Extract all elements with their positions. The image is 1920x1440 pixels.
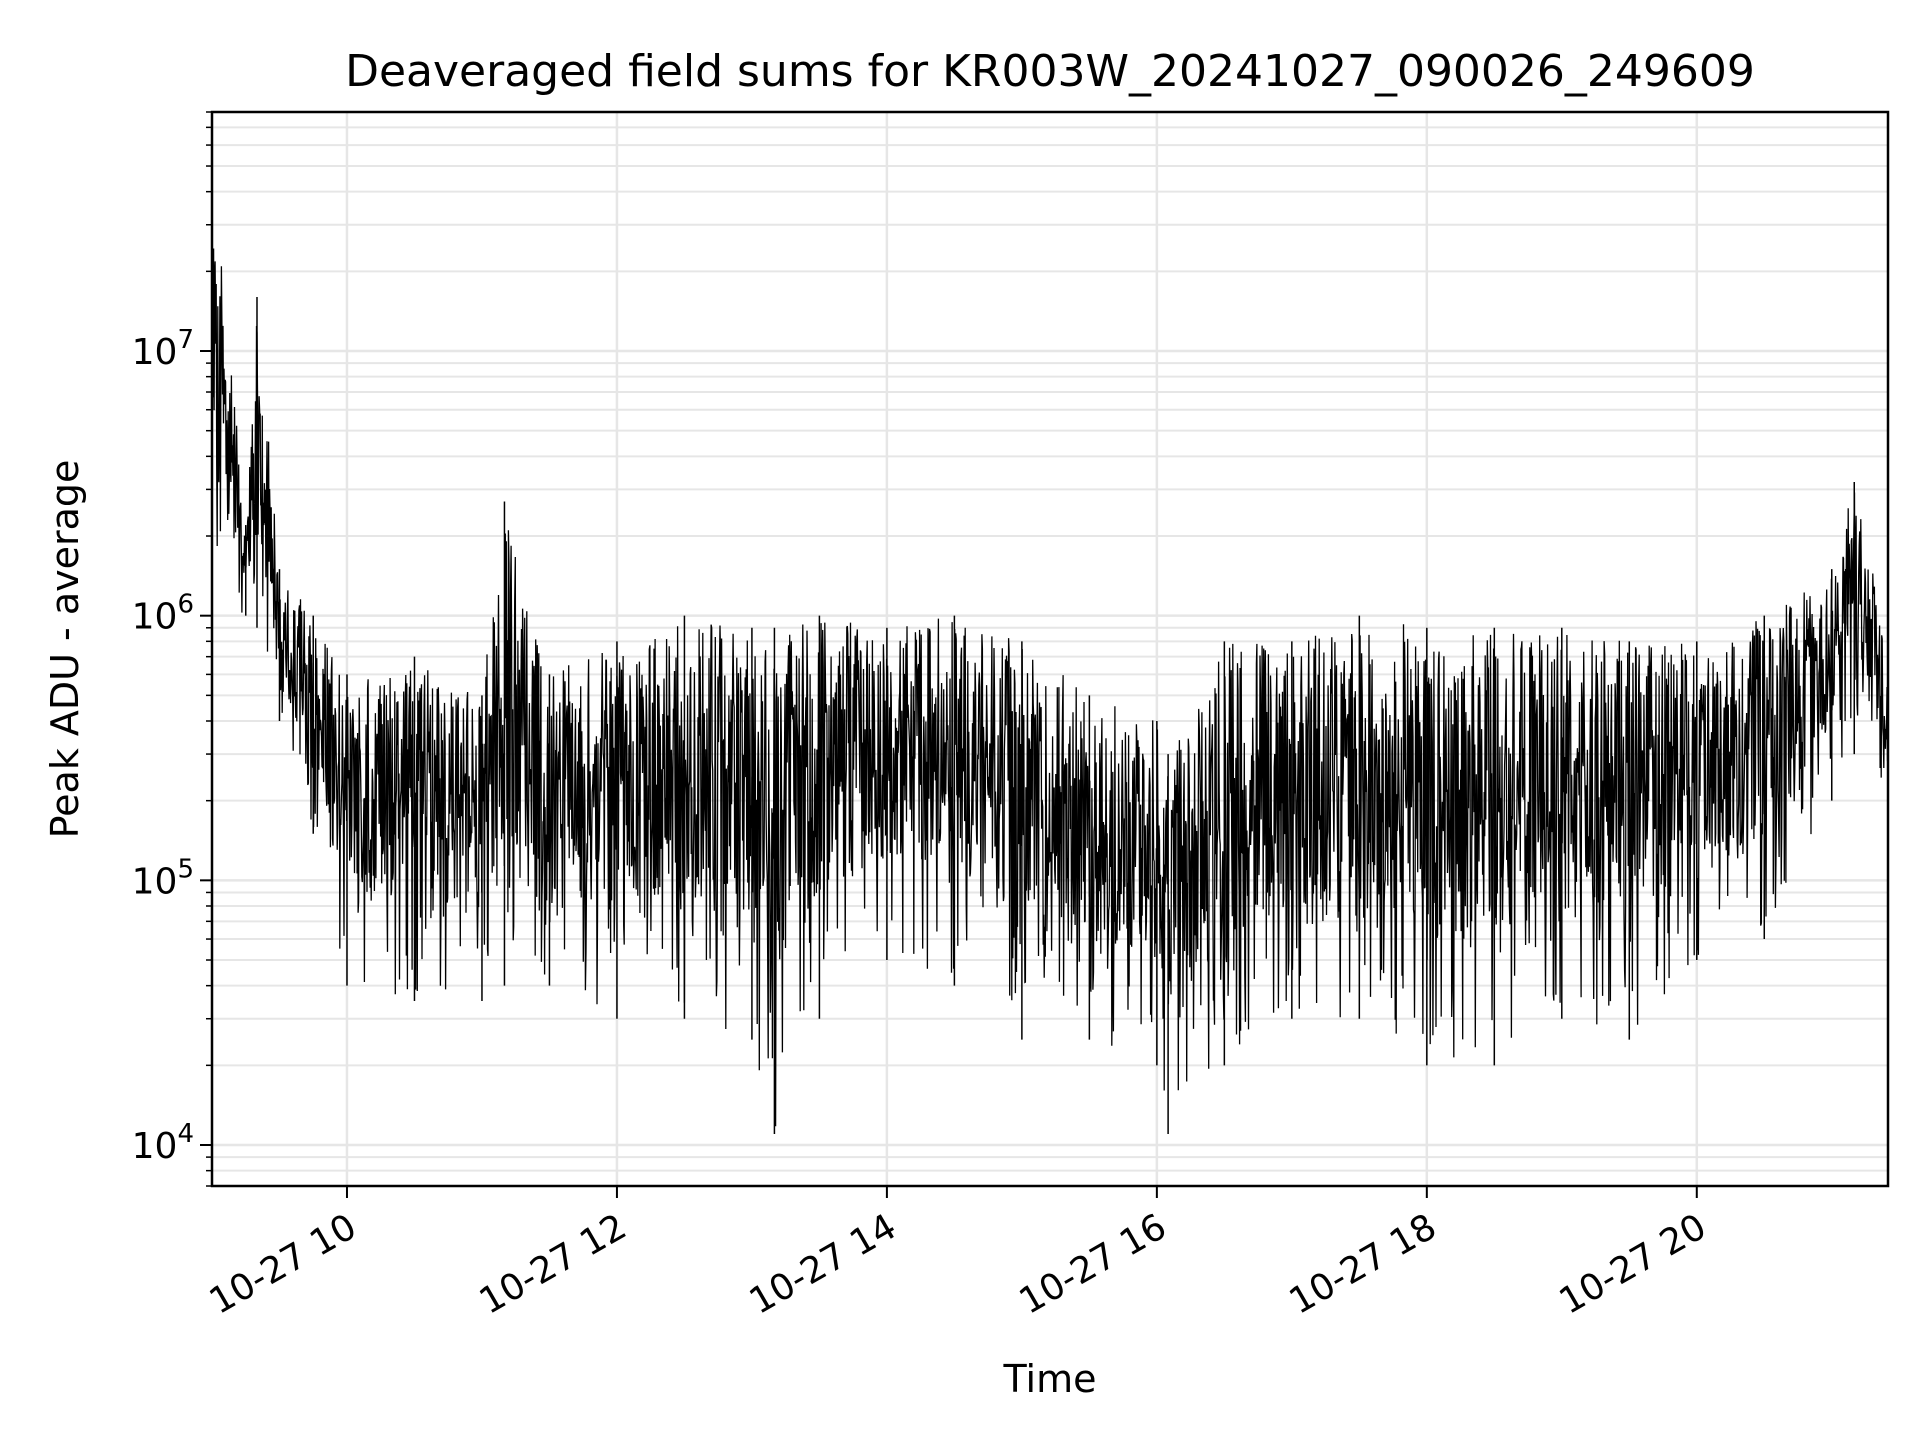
y-tick-label: 106	[132, 590, 194, 638]
y-tick-label: 104	[132, 1119, 194, 1167]
chart-title: Deaveraged field sums for KR003W_2024102…	[345, 46, 1755, 97]
y-tick-label-base: 10	[132, 332, 178, 373]
y-tick-label: 105	[132, 854, 194, 902]
y-axis-label: Peak ADU - average	[43, 460, 87, 839]
y-tick-label-exponent: 6	[177, 590, 194, 620]
y-tick-label-base: 10	[132, 597, 178, 638]
y-tick-label-base: 10	[132, 1126, 178, 1167]
series-line	[211, 155, 1889, 1135]
y-tick-label-exponent: 5	[177, 854, 194, 884]
axes-frame	[210, 110, 1890, 1188]
y-tick-label-exponent: 4	[177, 1119, 194, 1149]
y-tick-label: 107	[132, 325, 194, 373]
y-tick-label-exponent: 7	[177, 325, 194, 355]
series-trace	[211, 248, 1889, 1127]
x-axis-label: Time	[1003, 1357, 1097, 1401]
y-tick-label-base: 10	[132, 861, 178, 902]
